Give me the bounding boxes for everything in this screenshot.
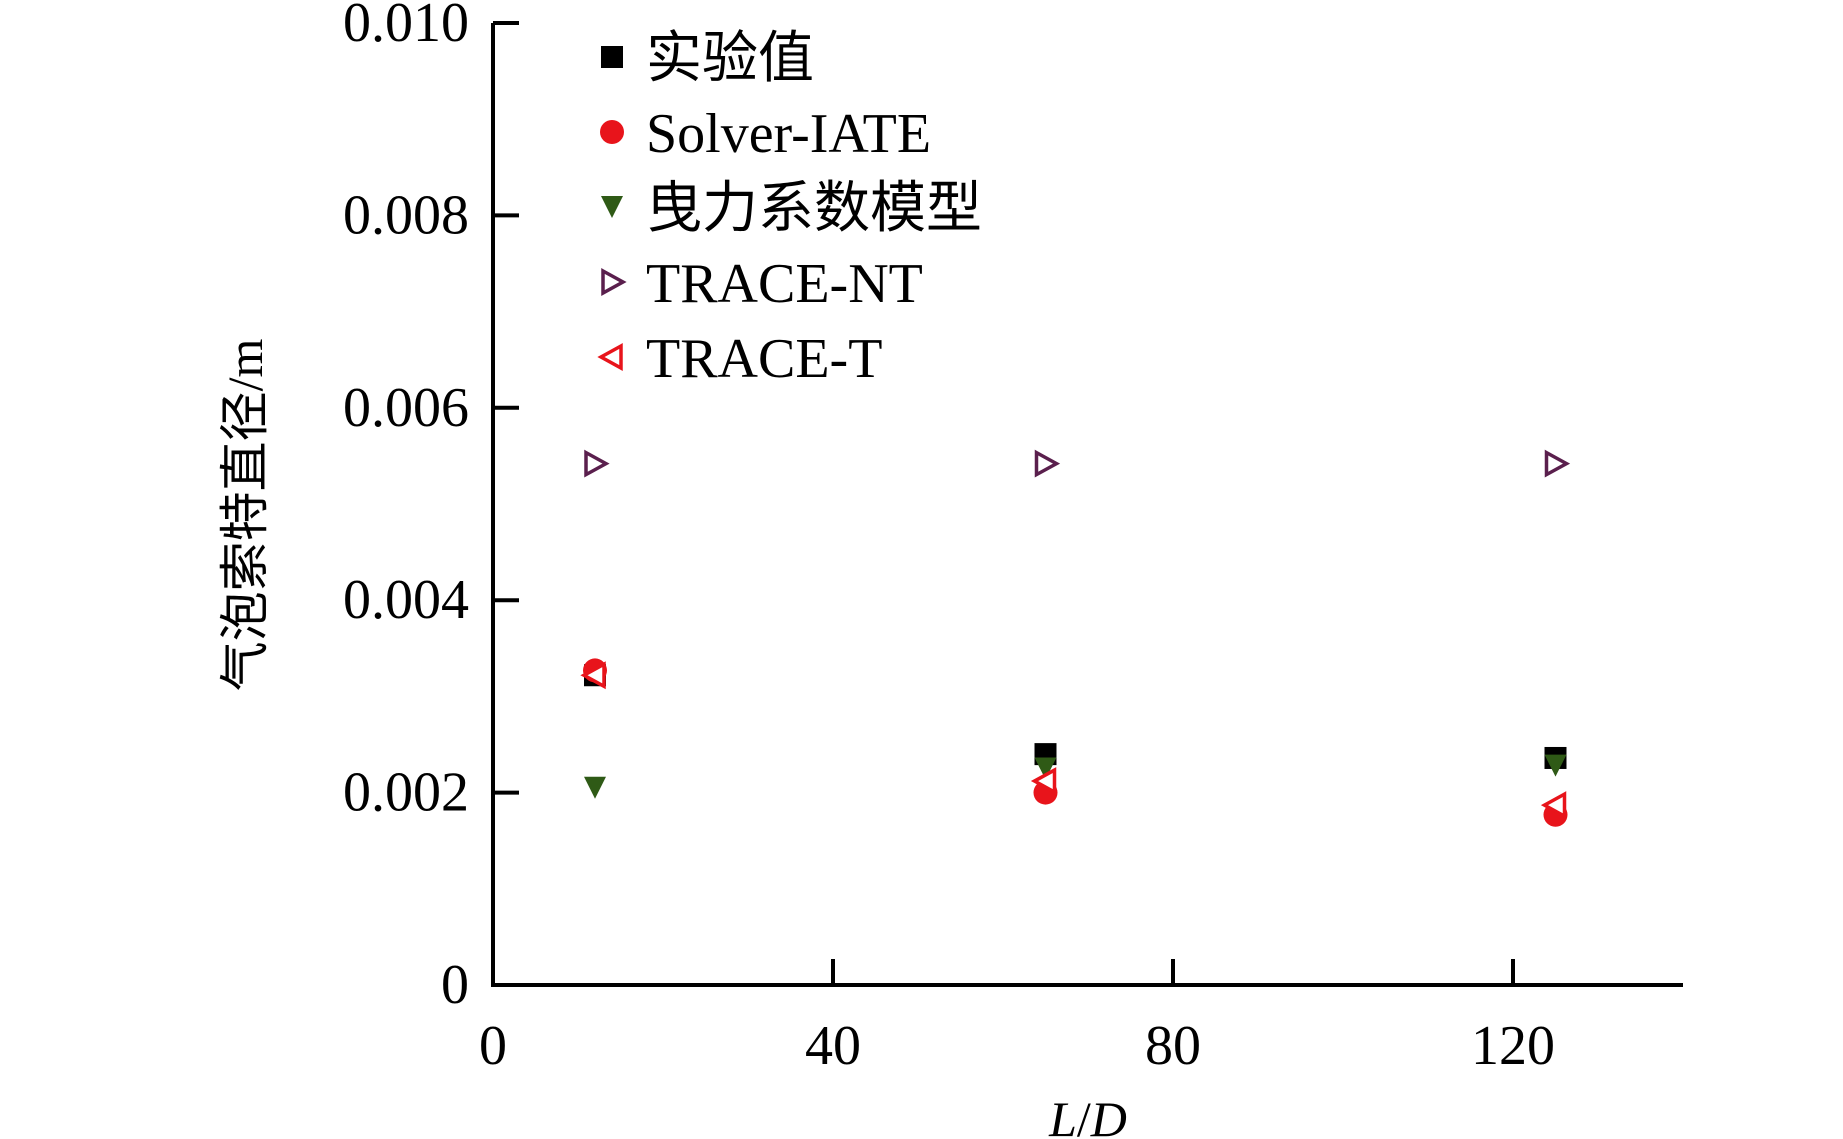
x-tick-label: 40 bbox=[805, 1015, 861, 1077]
ticks: 0 0.002 0.004 0.006 0.008 0.010 0 40 80 120 bbox=[343, 0, 1555, 1077]
legend-marker bbox=[600, 120, 624, 144]
y-tick-label: 0.002 bbox=[343, 762, 469, 824]
y-tick-label: 0 bbox=[441, 954, 469, 1016]
x-axis-label: L/D bbox=[1048, 1091, 1127, 1139]
x-tick-label: 120 bbox=[1471, 1015, 1555, 1077]
y-tick-label: 0.008 bbox=[343, 184, 469, 246]
axes bbox=[491, 23, 1683, 987]
legend-marker bbox=[601, 196, 623, 218]
x-axis-label-part: L bbox=[1048, 1091, 1077, 1139]
data-point bbox=[1034, 449, 1061, 478]
y-tick-label: 0.006 bbox=[343, 377, 469, 439]
legend-marker bbox=[601, 46, 623, 68]
y-axis-label: 气泡索特直径/m bbox=[217, 339, 273, 692]
x-axis-label-part: D bbox=[1090, 1091, 1127, 1139]
legend-label: TRACE-T bbox=[646, 328, 882, 390]
data-point bbox=[584, 449, 610, 478]
data-point bbox=[584, 776, 606, 799]
legend-marker bbox=[601, 268, 627, 296]
data-point bbox=[1034, 757, 1057, 780]
legend-marker bbox=[597, 343, 623, 371]
data-point bbox=[1030, 767, 1057, 796]
data-point bbox=[1540, 791, 1567, 820]
y-tick-label: 0.010 bbox=[343, 0, 469, 54]
legend: 实验值 Solver-IATE 曳力系数模型 TRACE-NT TRACE-T bbox=[597, 28, 982, 390]
data-point bbox=[1544, 754, 1567, 777]
data-point bbox=[580, 661, 606, 690]
legend-label: Solver-IATE bbox=[646, 103, 931, 165]
data-point bbox=[1544, 449, 1571, 478]
data-points bbox=[580, 449, 1571, 827]
legend-label: 曳力系数模型 bbox=[646, 178, 982, 240]
legend-label: 实验值 bbox=[646, 28, 814, 90]
x-tick-label: 0 bbox=[479, 1015, 507, 1077]
legend-label: TRACE-NT bbox=[646, 253, 923, 315]
y-tick-label: 0.004 bbox=[343, 569, 469, 631]
x-axis-label-part: / bbox=[1077, 1091, 1091, 1139]
x-tick-label: 80 bbox=[1145, 1015, 1201, 1077]
